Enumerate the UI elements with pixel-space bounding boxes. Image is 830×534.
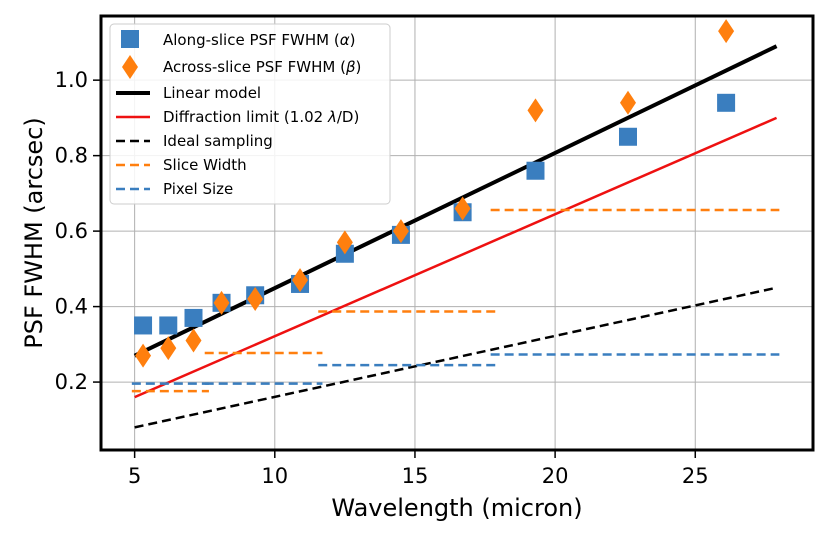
data-point-diamond — [619, 90, 636, 115]
legend: Along-slice PSF FWHM (α) Across-slice PS… — [109, 23, 391, 205]
x-tick-label: 25 — [682, 464, 709, 488]
data-point-square — [618, 127, 637, 146]
x-tick-label: 10 — [261, 464, 288, 488]
data-point-diamond — [454, 196, 471, 221]
legend-label-ideal-sampling: Ideal sampling — [163, 132, 273, 150]
data-point-square — [159, 316, 178, 335]
data-point-square — [717, 93, 736, 112]
legend-label-slice-width: Slice Width — [163, 156, 247, 174]
x-tick-label: 5 — [128, 464, 141, 488]
plot-frame — [99, 14, 815, 452]
data-point-diamond — [336, 230, 353, 255]
legend-label-diffraction-limit: Diffraction limit (1.02 λ/D) — [163, 108, 359, 126]
y-tick-label: 1.0 — [55, 68, 88, 92]
legend-label-pixel-size: Pixel Size — [163, 180, 233, 198]
y-axis-label: PSF FWHM (arcsec) — [20, 117, 48, 349]
data-point-diamond — [185, 328, 202, 353]
legend-label-linear-model: Linear model — [163, 84, 261, 102]
data-point-diamond — [292, 268, 309, 293]
data-point-square — [184, 308, 203, 327]
legend-box — [109, 23, 391, 205]
data-point-diamond — [135, 343, 152, 368]
legend-marker-across-slice — [122, 55, 138, 79]
data-point-diamond — [160, 336, 177, 361]
data-point-diamond — [527, 98, 544, 123]
x-axis-label: Wavelength (micron) — [331, 494, 582, 522]
y-tick-label: 0.6 — [55, 219, 88, 243]
series-lines — [131, 44, 780, 429]
x-tick-label: 15 — [402, 464, 429, 488]
series-line — [133, 44, 778, 358]
y-tick-label: 0.8 — [55, 144, 88, 168]
x-tick-label: 20 — [542, 464, 569, 488]
data-point-square — [134, 316, 153, 335]
data-point-diamond — [392, 219, 409, 244]
data-point-diamond — [718, 19, 735, 44]
y-tick-label: 0.4 — [55, 295, 88, 319]
data-point-square — [526, 161, 545, 180]
legend-label-along-slice: Along-slice PSF FWHM (α) — [163, 31, 355, 49]
legend-label-across-slice: Across-slice PSF FWHM (β) — [163, 58, 361, 76]
series-markers — [134, 19, 736, 368]
data-point-diamond — [247, 287, 264, 312]
data-point-diamond — [213, 290, 230, 315]
series-line — [134, 286, 777, 429]
axis-ticks: 5 10 15 20 25 0.2 0.4 0.6 0.8 1.0 — [55, 68, 709, 488]
series-line — [134, 116, 778, 399]
legend-marker-along-slice — [121, 30, 139, 48]
y-tick-label: 0.2 — [55, 370, 88, 394]
